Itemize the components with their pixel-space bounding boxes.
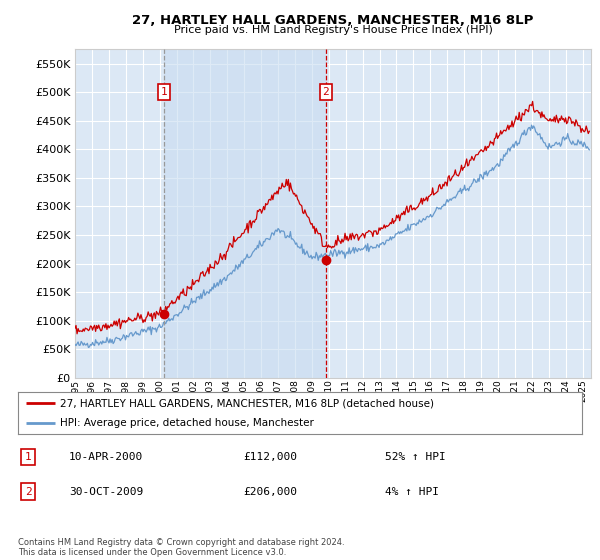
Text: 30-OCT-2009: 30-OCT-2009	[69, 487, 143, 497]
Text: 1: 1	[161, 87, 167, 97]
Text: 2: 2	[323, 87, 329, 97]
Text: 1: 1	[25, 452, 32, 462]
Text: 2: 2	[25, 487, 32, 497]
Text: 10-APR-2000: 10-APR-2000	[69, 452, 143, 462]
Text: 4% ↑ HPI: 4% ↑ HPI	[385, 487, 439, 497]
Text: 27, HARTLEY HALL GARDENS, MANCHESTER, M16 8LP: 27, HARTLEY HALL GARDENS, MANCHESTER, M1…	[133, 14, 533, 27]
Text: 52% ↑ HPI: 52% ↑ HPI	[385, 452, 445, 462]
Text: Contains HM Land Registry data © Crown copyright and database right 2024.
This d: Contains HM Land Registry data © Crown c…	[18, 538, 344, 557]
Text: 27, HARTLEY HALL GARDENS, MANCHESTER, M16 8LP (detached house): 27, HARTLEY HALL GARDENS, MANCHESTER, M1…	[60, 398, 434, 408]
Text: £206,000: £206,000	[244, 487, 298, 497]
Bar	[164, 49, 326, 378]
Text: £112,000: £112,000	[244, 452, 298, 462]
Text: HPI: Average price, detached house, Manchester: HPI: Average price, detached house, Manc…	[60, 418, 314, 428]
Text: Price paid vs. HM Land Registry's House Price Index (HPI): Price paid vs. HM Land Registry's House …	[173, 25, 493, 35]
